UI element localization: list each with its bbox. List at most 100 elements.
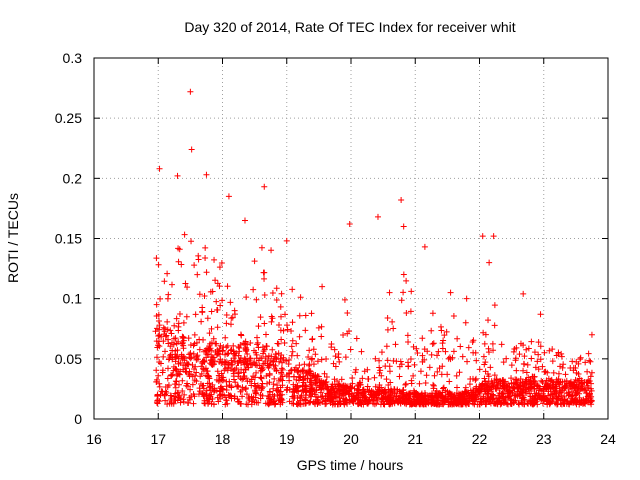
data-point [313, 382, 320, 389]
data-point [309, 336, 316, 343]
data-point [171, 381, 178, 388]
data-point [218, 260, 225, 267]
data-point [216, 351, 223, 358]
data-point [570, 397, 577, 404]
data-point [525, 379, 532, 386]
data-point [203, 171, 210, 178]
data-point [538, 377, 545, 384]
data-point [501, 381, 508, 388]
data-point [312, 401, 319, 408]
data-point [169, 339, 176, 346]
data-point [194, 271, 201, 278]
data-point [247, 340, 254, 347]
data-point [483, 384, 490, 391]
data-point [310, 361, 317, 368]
data-point [392, 341, 399, 348]
data-point [535, 366, 542, 373]
data-point [523, 346, 530, 353]
data-point [435, 348, 442, 355]
data-point [484, 390, 491, 397]
data-point [582, 387, 589, 394]
data-point [482, 378, 489, 385]
data-point [355, 392, 362, 399]
data-point [277, 398, 284, 405]
data-point [290, 395, 297, 402]
data-point [244, 341, 251, 348]
data-point [339, 383, 346, 390]
data-point [374, 392, 381, 399]
data-point [182, 280, 189, 287]
data-point [171, 393, 178, 400]
data-point [189, 381, 196, 388]
data-point [550, 369, 557, 376]
data-point [281, 339, 288, 346]
data-point [280, 356, 287, 363]
data-point [254, 341, 261, 348]
data-point [527, 384, 534, 391]
data-point [258, 375, 265, 382]
data-point [312, 351, 319, 358]
data-point [154, 391, 161, 398]
data-point [224, 342, 231, 349]
data-point [329, 384, 336, 391]
data-point [535, 339, 542, 346]
data-point [249, 361, 256, 368]
data-point [236, 348, 243, 355]
data-point [241, 217, 248, 224]
data-point [180, 362, 187, 369]
data-point [510, 384, 517, 391]
data-point [386, 400, 393, 407]
data-point [190, 400, 197, 407]
data-point [193, 355, 200, 362]
data-point [278, 365, 285, 372]
data-point [509, 389, 516, 396]
data-point [308, 310, 315, 317]
data-point [243, 294, 250, 301]
data-point [544, 382, 551, 389]
data-point [386, 368, 393, 375]
data-point [453, 384, 460, 391]
data-point [576, 375, 583, 382]
data-point [244, 378, 251, 385]
data-point [296, 312, 303, 319]
data-point [286, 398, 293, 405]
data-point [426, 364, 433, 371]
data-point [206, 343, 213, 350]
data-point [283, 237, 290, 244]
data-point [153, 397, 160, 404]
data-point [174, 371, 181, 378]
data-point [437, 323, 444, 330]
data-point [428, 351, 435, 358]
data-point [558, 353, 565, 360]
data-point [260, 350, 267, 357]
data-point [201, 397, 208, 404]
data-point [234, 382, 241, 389]
data-point [226, 392, 233, 399]
data-point [153, 301, 160, 308]
data-point [257, 314, 264, 321]
data-point [216, 388, 223, 395]
data-point [318, 384, 325, 391]
data-point [525, 345, 532, 352]
data-point [427, 392, 434, 399]
data-point [204, 315, 211, 322]
data-point [301, 375, 308, 382]
data-point [342, 382, 349, 389]
data-point [263, 380, 270, 387]
data-point [296, 362, 303, 369]
data-point [305, 368, 312, 375]
data-point [246, 355, 253, 362]
data-point [410, 343, 417, 350]
data-point [255, 323, 262, 330]
data-point [320, 379, 327, 386]
data-point [293, 340, 300, 347]
data-point [269, 359, 276, 366]
data-point [179, 355, 186, 362]
data-point [251, 347, 258, 354]
data-point [213, 298, 220, 305]
data-point [582, 400, 589, 407]
y-tick-label: 0.05 [55, 351, 82, 367]
data-point [265, 352, 272, 359]
data-point [252, 394, 259, 401]
data-point [191, 262, 198, 269]
